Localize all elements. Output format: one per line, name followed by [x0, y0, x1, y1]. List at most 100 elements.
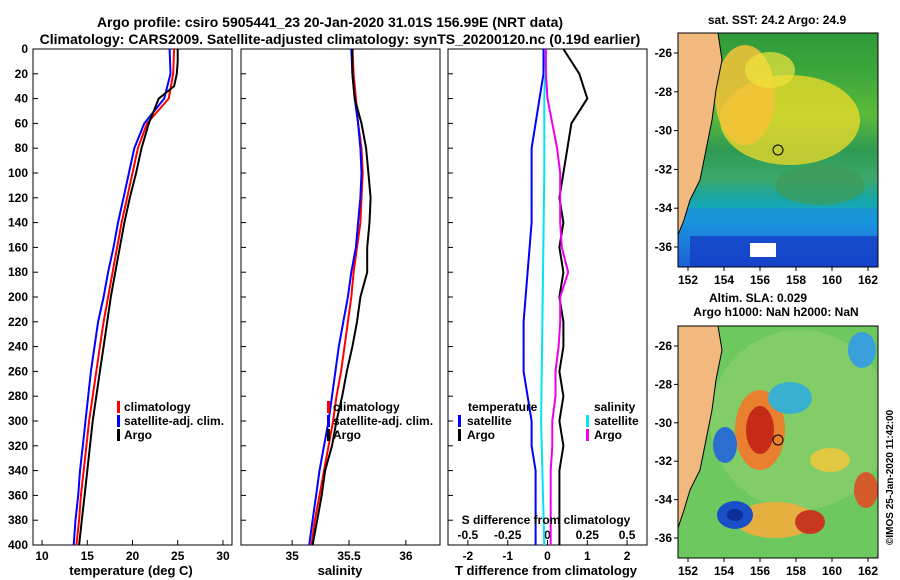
- s-tick-label: -0.25: [494, 528, 522, 542]
- legend-swatch-satellite: [327, 415, 330, 427]
- depth-tick-label: 0: [21, 42, 28, 56]
- x-tick-label: 35: [285, 549, 299, 563]
- series-line-t-argo: [558, 48, 589, 545]
- depth-tick-label: 260: [8, 364, 28, 378]
- map-x-tick-label: 156: [750, 564, 770, 578]
- legend-label-argo: Argo: [333, 428, 361, 442]
- map-y-tick-label: -28: [655, 85, 673, 99]
- legend-title-temperature: temperature: [468, 400, 538, 414]
- legend-swatch-satellite: [117, 415, 120, 427]
- sla-map-axes: 152 154 156 158 160 162 -26 -28 -30 -32 -34 -36: [655, 339, 879, 578]
- legend-swatch-s-satellite: [586, 415, 589, 427]
- map-x-tick-label: 152: [678, 273, 698, 287]
- series-line-s-satellite: [540, 48, 547, 546]
- map-x-tick-label: 162: [858, 564, 878, 578]
- depth-tick-label: 380: [8, 513, 28, 527]
- map-y-tick-label: -30: [655, 416, 673, 430]
- x-tick-label: -2: [463, 549, 474, 563]
- legend-label-argo: Argo: [124, 428, 152, 442]
- depth-tick-label: 40: [15, 92, 29, 106]
- difference-panel: -2 -1 0 1 2 -0.5 -0.25 0 0.25 0.5: [448, 48, 636, 563]
- depth-tick-label: 60: [15, 116, 29, 130]
- map-y-tick-label: -26: [655, 339, 673, 353]
- depth-tick-label: 200: [8, 290, 28, 304]
- difference-legend: temperature satellite Argo salinity sate…: [458, 400, 639, 442]
- series-line-satellite-adj-clim-: [72, 48, 172, 546]
- sst-map-axes: 152 154 156 158 160 162 -26 -28 -30 -32 -34 -36: [655, 46, 879, 287]
- legend-swatch-climatology: [117, 401, 120, 413]
- x-tick-label: 36: [399, 549, 413, 563]
- series-line-argo: [78, 49, 179, 546]
- depth-tick-label: 360: [8, 488, 28, 502]
- map-x-tick-label: 158: [786, 273, 806, 287]
- map-x-tick-label: 160: [822, 273, 842, 287]
- series-line-climatology: [75, 48, 176, 546]
- argo-float-marker: [772, 434, 784, 446]
- legend-label-s-satellite: satellite: [594, 414, 639, 428]
- legend-label-t-satellite: satellite: [467, 414, 512, 428]
- legend-label-s-argo: Argo: [594, 428, 622, 442]
- map-x-tick-label: 152: [678, 564, 698, 578]
- s-tick-label: 0.5: [619, 528, 636, 542]
- map-y-tick-label: -32: [655, 162, 673, 176]
- legend-label-satellite: satellite-adj. clim.: [124, 414, 224, 428]
- map-x-tick-label: 154: [714, 273, 734, 287]
- sla-map-subtitle: Argo h1000: NaN h2000: NaN: [693, 305, 858, 319]
- salinity-panel-frame: [240, 48, 441, 546]
- legend-title-salinity: salinity: [594, 400, 636, 414]
- australia-land: [678, 326, 722, 528]
- depth-tick-label: 20: [15, 67, 29, 81]
- s-tick-label: -0.5: [458, 528, 479, 542]
- map-x-tick-label: 154: [714, 564, 734, 578]
- depth-tick-label: 140: [8, 216, 28, 230]
- depth-tick-label: 80: [15, 141, 29, 155]
- temperature-xlabel: temperature (deg C): [69, 563, 193, 578]
- depth-tick-label: 220: [8, 315, 28, 329]
- map-y-tick-label: -32: [655, 454, 673, 468]
- map-y-tick-label: -30: [655, 124, 673, 138]
- depth-tick-label: 160: [8, 240, 28, 254]
- title-line-2: Climatology: CARS2009. Satellite-adjuste…: [40, 31, 641, 47]
- series-line-argo: [311, 49, 372, 546]
- sst-map-frame: [677, 32, 879, 268]
- s-tick-label: 0.25: [576, 528, 600, 542]
- sla-map-frame: [677, 325, 879, 559]
- x-tick-label: 2: [624, 549, 631, 563]
- map-y-tick-label: -36: [655, 240, 673, 254]
- legend-swatch-climatology: [327, 401, 330, 413]
- x-tick-label: 0: [544, 549, 551, 563]
- salinity-xlabel: salinity: [318, 563, 364, 578]
- difference-panel-frame: [447, 48, 648, 546]
- legend-label-climatology: climatology: [124, 400, 191, 414]
- depth-tick-label: 120: [8, 191, 28, 205]
- depth-axis: 0 20 40 60 80 100 120 140 160 180 200 220 240 260 280 3…: [8, 42, 38, 552]
- x-tick-label: 35.5: [337, 549, 361, 563]
- depth-tick-label: 300: [8, 414, 28, 428]
- map-x-tick-label: 156: [750, 273, 770, 287]
- map-y-tick-label: -34: [655, 493, 673, 507]
- sla-map-title: Altim. SLA: 0.029: [709, 291, 807, 305]
- x-tick-label: 15: [81, 549, 95, 563]
- legend-swatch-t-satellite: [458, 415, 461, 427]
- map-y-tick-label: -36: [655, 531, 673, 545]
- depth-tick-label: 100: [8, 166, 28, 180]
- x-tick-label: 10: [35, 549, 49, 563]
- map-x-tick-label: 158: [786, 564, 806, 578]
- legend-label-t-argo: Argo: [467, 428, 495, 442]
- depth-tick-label: 320: [8, 439, 28, 453]
- depth-tick-label: 180: [8, 265, 28, 279]
- series-line-t-satellite: [522, 49, 545, 545]
- map-y-tick-label: -34: [655, 201, 673, 215]
- legend-swatch-s-argo: [586, 429, 589, 441]
- map-y-tick-label: -28: [655, 377, 673, 391]
- sla-map-image: [678, 326, 878, 558]
- map-y-tick-label: -26: [655, 46, 673, 60]
- legend-swatch-argo: [327, 429, 330, 441]
- legend-label-climatology: climatology: [333, 400, 400, 414]
- depth-tick-label: 400: [8, 538, 28, 552]
- map-x-tick-label: 160: [822, 564, 842, 578]
- x-tick-label: -1: [502, 549, 513, 563]
- australia-land: [678, 33, 722, 235]
- x-tick-label: 20: [126, 549, 140, 563]
